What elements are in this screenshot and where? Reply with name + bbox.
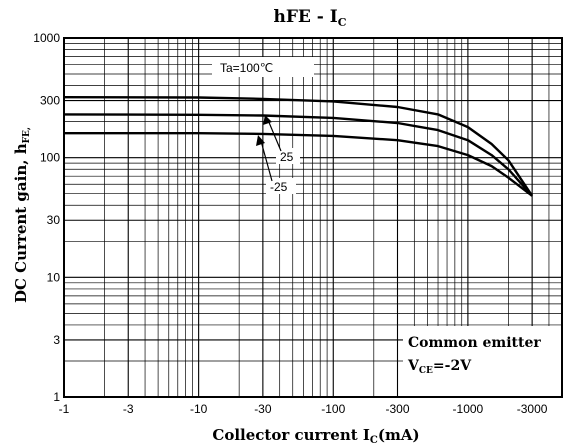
x-axis-label: Collector current IC(mA) — [212, 426, 419, 446]
arrowhead-25 — [263, 115, 272, 125]
series-line-0 — [63, 96, 534, 197]
series-label-100: Ta=100℃ — [220, 61, 273, 75]
label-25-bg — [276, 148, 300, 164]
y-tick-label: 300 — [40, 94, 60, 108]
y-tick-label: 3 — [53, 333, 60, 347]
y-tick-label: 1000 — [33, 31, 60, 45]
y-tick-labels: 1 3 10 30 100 300 1000 — [33, 31, 60, 404]
series-line-2 — [64, 132, 533, 197]
x-tick-label: -10 — [190, 402, 208, 416]
curves — [63, 96, 534, 197]
x-tick-label: -100 — [321, 402, 345, 416]
x-tick-label: -3000 — [517, 402, 548, 416]
y-axis-label: DC Current gain, hFE, — [12, 127, 32, 303]
x-tick-label: -30 — [254, 402, 272, 416]
pointer-minus25 — [260, 140, 273, 182]
condition-text: Common emitter — [408, 335, 541, 351]
pointer-25 — [267, 119, 282, 152]
series-label-minus25: -25 — [270, 180, 288, 194]
condition-box — [403, 326, 561, 396]
series-label-25: 25 — [280, 150, 294, 164]
x-tick-label: -3 — [123, 402, 134, 416]
plot-frame — [63, 37, 563, 398]
arrowhead-minus25 — [256, 135, 265, 146]
x-tick-label: -1 — [59, 402, 70, 416]
y-tick-label: 10 — [47, 270, 61, 284]
x-tick-label: -1000 — [453, 402, 484, 416]
series-line-1 — [63, 113, 533, 197]
x-tick-labels: -1 -3 -10 -30 -100 -300 -1000 -3000 — [59, 402, 548, 416]
y-tick-label: 1 — [53, 390, 60, 404]
y-tick-label: 30 — [47, 213, 61, 227]
x-tick-label: -300 — [385, 402, 409, 416]
label-100-bg — [212, 57, 314, 77]
chart-title: hFE - IC — [274, 7, 347, 29]
label-minus25-bg — [266, 178, 296, 194]
condition-vce: VCE=-2V — [407, 358, 472, 376]
y-tick-label: 100 — [40, 151, 60, 165]
